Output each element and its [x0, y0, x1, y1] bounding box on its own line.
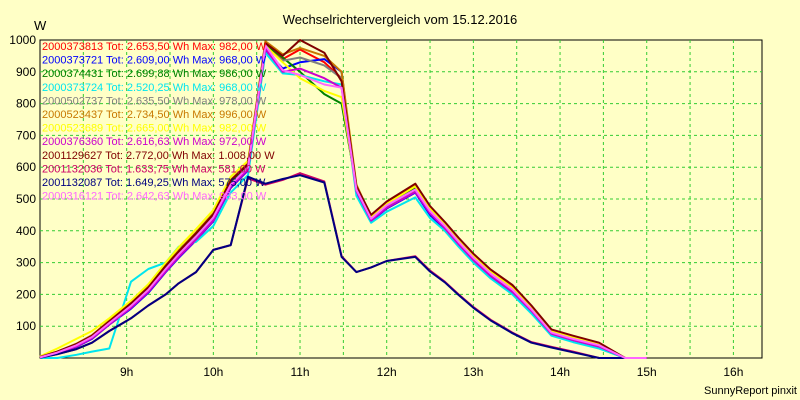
legend-entry: 2001132036 Tot: 1.633,75 Wh Max: 581,00 …: [42, 163, 266, 175]
legend-entry: 2001129627 Tot: 2.772,00 Wh Max: 1.008,0…: [42, 150, 275, 162]
y-tick-label: 1000: [9, 33, 36, 47]
x-tick-label: 13h: [463, 365, 483, 379]
x-tick-label: 16h: [723, 365, 743, 379]
y-tick-label: 500: [16, 192, 36, 206]
legend-entry: 2001132087 Tot: 1.649,25 Wh Max: 575,00 …: [42, 177, 266, 189]
y-tick-label: 600: [16, 160, 36, 174]
y-tick-label: 200: [16, 287, 36, 301]
chart-title: Wechselrichtervergleich vom 15.12.2016: [283, 12, 518, 27]
series-line: [39, 39, 647, 359]
legend-entry: 2000376360 Tot: 2.616,63 Wh Max: 972,00 …: [42, 136, 267, 148]
series-line: [39, 44, 647, 359]
footer-text: SunnyReport pinxit: [704, 385, 797, 397]
y-tick-label: 700: [16, 128, 36, 142]
legend-entry: 2000374431 Tot: 2.699,88 Wh Max: 986,00 …: [42, 68, 267, 80]
series-line: [39, 174, 647, 359]
legend-entry: 2000373813 Tot: 2.653,50 Wh Max: 982,00 …: [42, 41, 267, 53]
series-line: [39, 44, 647, 359]
legend-entry: 2000502737 Tot: 2.635,50 Wh Max: 978,00 …: [42, 95, 267, 107]
legend-entry: 2000523437 Tot: 2.734,50 Wh Max: 996,00 …: [42, 109, 267, 121]
legend-entry: 2000523689 Tot: 2.665,00 Wh Max: 982,00 …: [42, 123, 267, 135]
y-tick-label: 900: [16, 65, 36, 79]
y-tick-label: 800: [16, 97, 36, 111]
x-tick-label: 11h: [290, 365, 309, 379]
y-axis-label: W: [34, 18, 47, 33]
x-tick-label: 14h: [550, 365, 570, 379]
x-tick-label: 9h: [120, 365, 133, 379]
series-line: [39, 47, 647, 359]
x-tick-label: 12h: [377, 365, 397, 379]
y-tick-label: 300: [16, 256, 36, 270]
legend-entry: 2000373724 Tot: 2.520,25 Wh Max: 968,00 …: [42, 82, 267, 94]
y-tick-label: 400: [16, 224, 36, 238]
legend-entry: 2000316121 Tot: 2.642,63 Wh Max: 983,00 …: [42, 191, 267, 203]
x-tick-label: 10h: [203, 365, 223, 379]
y-tick-label: 100: [16, 319, 36, 333]
x-tick-label: 15h: [637, 365, 657, 379]
legend-entry: 2000373721 Tot: 2.609,00 Wh Max: 968,00 …: [42, 55, 267, 67]
